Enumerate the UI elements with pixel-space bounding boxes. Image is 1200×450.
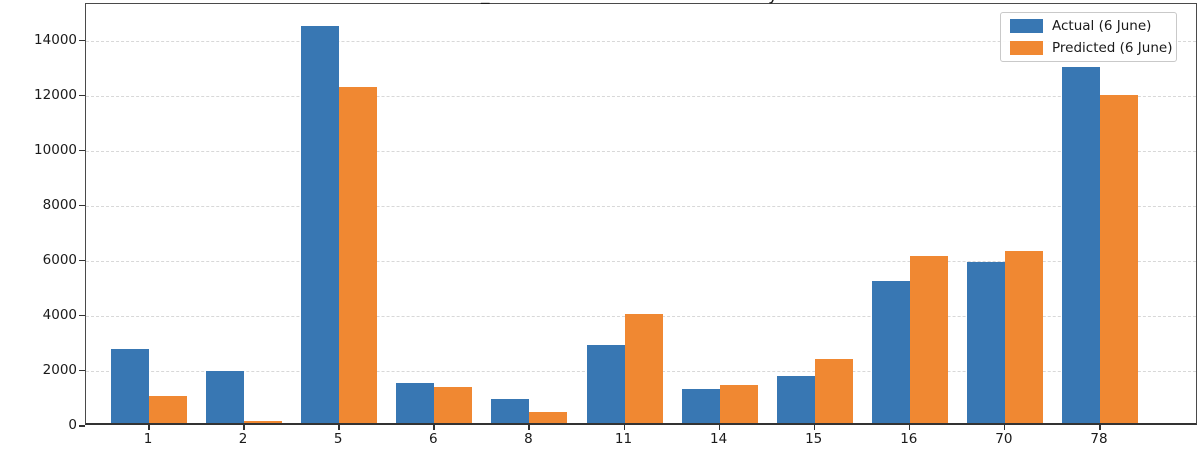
bar-predicted-11 xyxy=(624,314,663,423)
bar-predicted-16 xyxy=(909,255,948,423)
y-tick-mark-12000 xyxy=(79,94,85,97)
legend-swatch-predicted xyxy=(1010,40,1043,55)
bar-predicted-5 xyxy=(339,86,378,423)
bar-actual-14 xyxy=(681,388,720,423)
y-tick-label-6000: 6000 xyxy=(42,251,77,268)
x-tick-mark-14 xyxy=(718,425,721,430)
gridline-10000 xyxy=(86,150,1196,152)
x-tick-label-8: 8 xyxy=(524,431,533,447)
y-tick-label-8000: 8000 xyxy=(42,196,77,213)
bar-predicted-78 xyxy=(1100,94,1138,423)
x-tick-mark-70 xyxy=(1003,425,1006,430)
bar-actual-5 xyxy=(301,25,340,423)
bar-actual-8 xyxy=(491,399,530,423)
legend-label-predicted: Predicted (6 June) xyxy=(1052,39,1173,56)
bar-actual-6 xyxy=(396,382,435,423)
bar-predicted-14 xyxy=(719,384,758,423)
bar-actual-11 xyxy=(586,344,625,423)
y-tick-label-4000: 4000 xyxy=(42,306,77,323)
gridline-14000 xyxy=(86,40,1196,42)
bar-actual-70 xyxy=(966,262,1005,423)
x-tick-mark-6 xyxy=(433,425,435,430)
y-tick-label-14000: 14000 xyxy=(34,31,77,48)
x-tick-mark-2 xyxy=(243,425,245,430)
bar-predicted-15 xyxy=(814,358,853,423)
bar-actual-15 xyxy=(776,375,815,423)
x-tick-label-1: 1 xyxy=(143,431,153,447)
x-tick-label-14: 14 xyxy=(710,431,728,447)
x-tick-label-78: 78 xyxy=(1090,431,1108,447)
y-tick-mark-14000 xyxy=(79,39,85,42)
legend-swatch-actual xyxy=(1010,19,1043,34)
bar-actual-78 xyxy=(1062,66,1100,423)
x-tick-mark-1 xyxy=(148,425,150,430)
x-tick-label-15: 15 xyxy=(805,431,823,447)
bar-predicted-6 xyxy=(434,386,473,423)
x-tick-mark-78 xyxy=(1099,425,1101,430)
x-tick-mark-5 xyxy=(338,425,340,430)
y-tick-mark-0 xyxy=(79,425,85,427)
plot-area xyxy=(85,3,1197,425)
y-tick-label-10000: 10000 xyxy=(34,141,77,158)
gridline-8000 xyxy=(86,205,1196,207)
y-tick-label-0: 0 xyxy=(68,417,77,433)
bar-actual-16 xyxy=(871,280,910,423)
legend-item-actual: Actual (6 June) xyxy=(1010,18,1176,34)
bar-predicted-8 xyxy=(529,412,568,423)
x-tick-label-2: 2 xyxy=(238,431,248,447)
legend-item-predicted: Predicted (6 June) xyxy=(1010,40,1176,56)
legend: Actual (6 June) Predicted (6 June) xyxy=(1000,12,1177,62)
x-tick-label-11: 11 xyxy=(614,431,633,447)
bar-actual-1 xyxy=(111,348,149,423)
x-tick-mark-8 xyxy=(528,425,530,430)
x-tick-mark-15 xyxy=(813,425,816,430)
bar-actual-2 xyxy=(206,370,245,423)
y-tick-mark-6000 xyxy=(79,259,85,262)
y-tick-mark-4000 xyxy=(79,314,85,317)
y-tick-label-2000: 2000 xyxy=(42,361,77,378)
x-tick-label-16: 16 xyxy=(900,431,918,447)
y-tick-mark-2000 xyxy=(79,369,85,372)
y-tick-mark-10000 xyxy=(79,149,85,152)
bar-predicted-2 xyxy=(244,420,283,423)
gridline-6000 xyxy=(86,260,1196,262)
x-tick-mark-16 xyxy=(908,425,911,430)
y-tick-label-12000: 12000 xyxy=(34,86,77,103)
gridline-12000 xyxy=(86,95,1196,97)
x-tick-label-70: 70 xyxy=(995,431,1013,447)
bar-predicted-70 xyxy=(1004,251,1043,423)
x-tick-mark-11 xyxy=(623,425,625,430)
x-tick-label-6: 6 xyxy=(429,431,438,447)
y-tick-mark-8000 xyxy=(79,204,85,207)
legend-label-actual: Actual (6 June) xyxy=(1052,18,1152,35)
x-tick-label-5: 5 xyxy=(333,431,343,447)
bar-predicted-1 xyxy=(149,395,187,423)
